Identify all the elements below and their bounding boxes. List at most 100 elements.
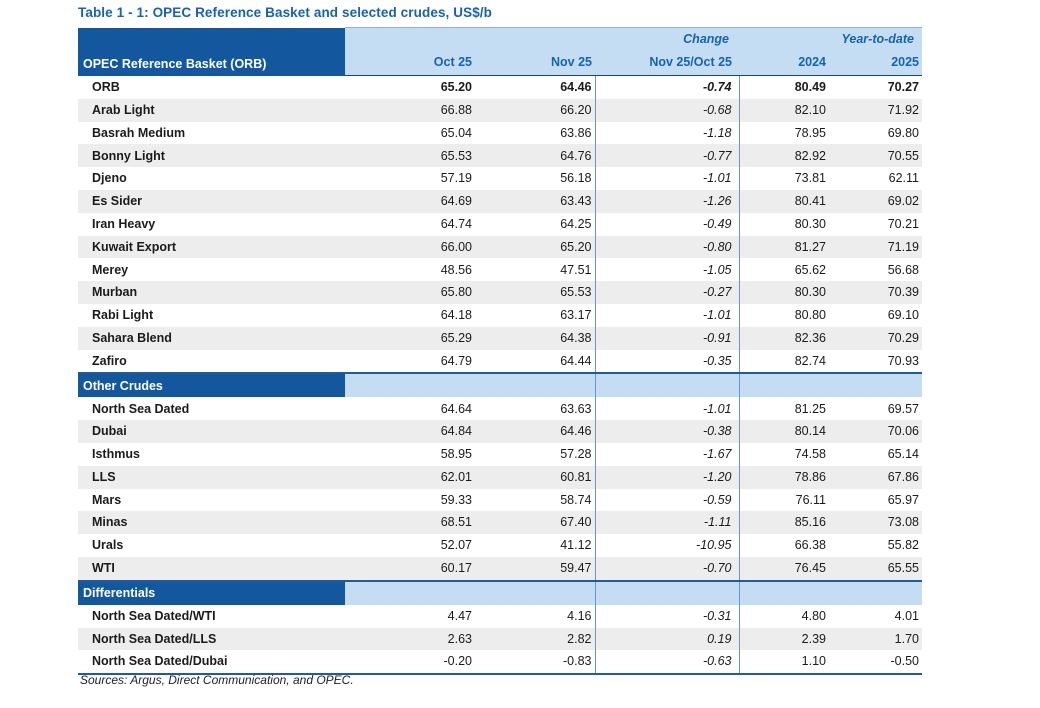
value-oct25: 62.01 xyxy=(345,465,475,489)
row-label: Urals xyxy=(92,538,124,553)
value-2025: 69.10 xyxy=(887,308,919,323)
row-label: North Sea Dated/Dubai xyxy=(78,650,345,676)
value-nov25: 64.46 xyxy=(475,420,595,443)
value-nov25: -0.83 xyxy=(475,650,595,676)
sources-note: Sources: Argus, Direct Communication, an… xyxy=(80,673,354,687)
value-nov25: 66.20 xyxy=(475,98,595,122)
value-change: -1.01 xyxy=(594,167,739,190)
value-change: -0.35 xyxy=(594,349,739,374)
table-row: Kuwait Export 66.00 65.20 -0.80 81.27 71.19 xyxy=(78,235,922,259)
value-2025: 65.14 xyxy=(887,447,919,462)
value-change: -1.67 xyxy=(594,442,739,466)
value-nov25: 2.82 xyxy=(475,627,595,651)
value-2024: 78.95 xyxy=(738,121,831,145)
value-nov25: 63.17 xyxy=(560,308,592,323)
table-row: Arab Light 66.88 66.20 -0.68 82.10 71.92 xyxy=(78,98,922,122)
row-label: Minas xyxy=(78,511,345,535)
value-2025: 71.19 xyxy=(831,235,922,259)
value-change: -0.38 xyxy=(594,420,739,443)
value-change: -10.95 xyxy=(594,534,739,557)
row-label: Kuwait Export xyxy=(78,235,345,259)
value-2025: 65.55 xyxy=(831,556,922,581)
value-2024: 82.36 xyxy=(738,326,831,350)
value-oct25: 64.79 xyxy=(440,353,472,368)
value-nov25: 63.86 xyxy=(560,125,592,140)
value-change: -1.01 xyxy=(594,303,739,327)
row-label: Arab Light xyxy=(78,98,345,122)
value-change: 0.19 xyxy=(594,627,739,651)
value-2025: 70.93 xyxy=(887,353,919,368)
value-oct25: 65.04 xyxy=(440,125,472,140)
row-label: Iran Heavy xyxy=(92,216,156,231)
row-label: North Sea Dated/LLS xyxy=(78,627,345,651)
row-label: Bonny Light xyxy=(78,144,345,168)
table-row: Dubai 64.84 64.46 -0.38 80.14 70.06 xyxy=(78,420,922,443)
value-2025: 70.55 xyxy=(831,144,922,168)
value-oct25: 65.20 xyxy=(440,80,472,95)
value-nov25: 64.44 xyxy=(560,353,592,368)
section-band-fill xyxy=(594,372,739,398)
value-2024: 82.74 xyxy=(738,349,831,374)
value-nov25: 57.28 xyxy=(560,447,592,462)
value-2025: 70.21 xyxy=(887,216,919,231)
value-change: -0.59 xyxy=(594,488,739,512)
value-2025: 1.70 xyxy=(831,627,922,651)
value-2024: 80.41 xyxy=(738,189,831,213)
value-nov25: 65.20 xyxy=(475,235,595,259)
table-row: Djeno 57.19 56.18 -1.01 73.81 62.11 xyxy=(78,167,922,190)
value-nov25: 63.63 xyxy=(560,401,592,416)
value-oct25: 60.17 xyxy=(345,556,475,581)
value-2024: 85.16 xyxy=(738,511,831,535)
value-nov25: 64.38 xyxy=(475,326,595,350)
value-2024: 80.14 xyxy=(738,420,831,443)
header-spacer xyxy=(345,27,595,49)
row-label: LLS xyxy=(78,465,345,489)
value-nov25: 4.16 xyxy=(567,608,592,623)
value-nov25: 64.76 xyxy=(475,144,595,168)
section-band-row: Other Crudes xyxy=(78,372,922,398)
value-oct25: 65.53 xyxy=(345,144,475,168)
value-2024: 81.25 xyxy=(738,397,831,421)
value-2024: 78.86 xyxy=(738,465,831,489)
section-band-fill xyxy=(345,372,595,398)
value-change: -0.77 xyxy=(594,144,739,168)
row-label: Rabi Light xyxy=(92,308,154,323)
section-band-row: Differentials xyxy=(78,579,922,605)
value-change: -1.26 xyxy=(594,189,739,213)
value-2025: 56.68 xyxy=(887,262,919,277)
value-change: -1.11 xyxy=(594,511,739,535)
value-2025: 70.27 xyxy=(887,80,919,95)
value-2025: 71.92 xyxy=(831,98,922,122)
column-header-row: Oct 25 Nov 25 Nov 25/Oct 25 2024 2025 xyxy=(78,49,922,76)
value-2025: 70.29 xyxy=(831,326,922,350)
value-change: -0.49 xyxy=(594,212,739,236)
table-row: Merey 48.56 47.51 -1.05 65.62 56.68 xyxy=(78,258,922,282)
value-oct25: 64.74 xyxy=(440,216,472,231)
value-change: -1.18 xyxy=(594,121,739,145)
value-change: -1.20 xyxy=(594,465,739,489)
value-nov25: 56.18 xyxy=(560,171,592,186)
value-oct25: 57.19 xyxy=(440,171,472,186)
value-oct25: 64.18 xyxy=(440,308,472,323)
value-2025: 55.82 xyxy=(887,538,919,553)
value-2024: 2.39 xyxy=(738,627,831,651)
table-row: Mars 59.33 58.74 -0.59 76.11 65.97 xyxy=(78,488,922,512)
value-oct25: 2.63 xyxy=(345,627,475,651)
row-label: Es Sider xyxy=(78,189,345,213)
row-label: Sahara Blend xyxy=(78,326,345,350)
column-header-name: OPEC Reference Basket (ORB) xyxy=(78,27,345,76)
value-2025: 73.08 xyxy=(831,511,922,535)
value-2024: 4.80 xyxy=(738,604,831,628)
value-2024: 76.45 xyxy=(738,556,831,581)
value-oct25: 4.47 xyxy=(447,608,472,623)
value-2025: 4.01 xyxy=(894,608,919,623)
table-header: OPEC Reference Basket (ORB) Change Year-… xyxy=(78,27,922,76)
value-nov25: 47.51 xyxy=(560,262,592,277)
value-oct25: 66.88 xyxy=(345,98,475,122)
value-2024: 80.30 xyxy=(738,281,831,304)
table-title: Table 1 - 1: OPEC Reference Basket and s… xyxy=(78,5,493,20)
value-change: -0.91 xyxy=(594,326,739,350)
table-row: Murban 65.80 65.53 -0.27 80.30 70.39 xyxy=(78,281,922,304)
value-change: -0.63 xyxy=(594,650,739,676)
table-row: North Sea Dated/WTI 4.47 4.16 -0.31 4.80 4.01 xyxy=(78,604,922,628)
